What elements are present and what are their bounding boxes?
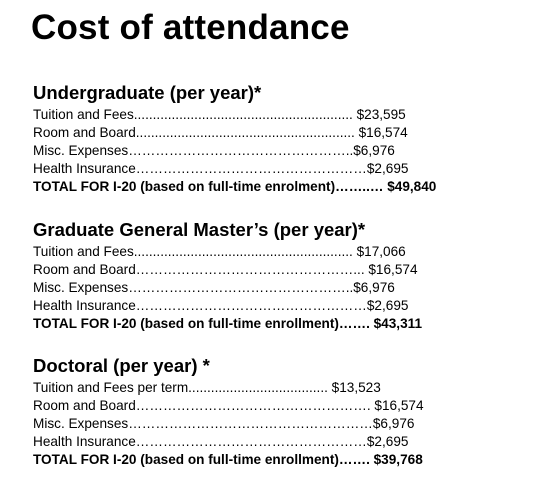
misc-expenses-row: Misc. Expenses…………………………………………..$6,976 [33,143,395,158]
graduate-masters-section: Graduate General Master’s (per year)* Tu… [33,219,508,333]
misc-expenses-row: Misc. Expenses…………………………………………..$6,976 [33,280,395,295]
room-board-row: Room and Board..........................… [33,125,408,140]
health-insurance-row: Health Insurance……………………………………………$2,695 [33,298,409,313]
cost-list: Tuition and Fees per term...............… [33,379,508,469]
total-row: TOTAL FOR I-20 (based on full-time enrol… [33,452,423,467]
section-heading: Graduate General Master’s (per year)* [33,219,366,240]
page-title: Cost of attendance [31,8,350,47]
tuition-row: Tuition and Fees........................… [33,107,406,122]
health-insurance-row: Health Insurance……………………………………………$2,695 [33,434,409,449]
cost-list: Tuition and Fees........................… [33,106,508,196]
tuition-row: Tuition and Fees........................… [33,244,406,259]
misc-expenses-row: Misc. Expenses………………………………………………$6,976 [33,416,415,431]
health-insurance-row: Health Insurance……………………………………………$2,695 [33,161,409,176]
undergraduate-section: Undergraduate (per year)* Tuition and Fe… [33,82,508,196]
total-row: TOTAL FOR I-20 (based on full-time enrol… [33,179,437,194]
total-row: TOTAL FOR I-20 (based on full-time enrol… [33,316,423,331]
tuition-row: Tuition and Fees per term...............… [33,380,381,395]
section-heading: Doctoral (per year) * [33,355,210,376]
room-board-row: Room and Board…………………………………………... $16,57… [33,262,418,277]
cost-list: Tuition and Fees........................… [33,243,508,333]
room-board-row: Room and Board……………………………………………. $16,574 [33,398,424,413]
doctoral-section: Doctoral (per year) * Tuition and Fees p… [33,355,508,469]
section-heading: Undergraduate (per year)* [33,82,262,103]
